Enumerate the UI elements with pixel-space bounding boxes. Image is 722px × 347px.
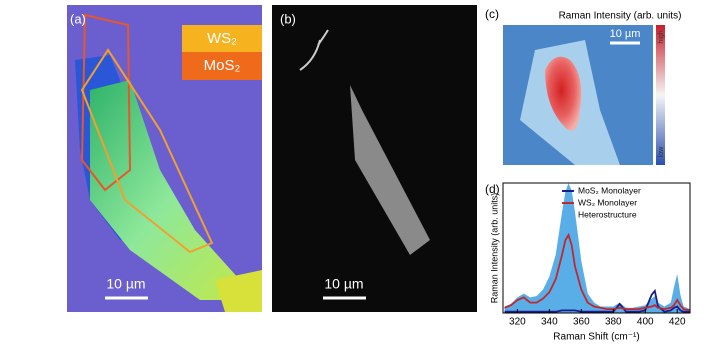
colorbar-label: high [658, 30, 665, 43]
legend-label: Heterostructure [578, 209, 637, 219]
panel-c: (c) Raman Intensity (arb. units) 10 µm h… [485, 7, 681, 165]
ws2-outline [80, 48, 214, 254]
y-axis-label: Raman Intensity (arb. units) [489, 193, 499, 304]
flake-yellow [215, 270, 262, 312]
scale-label: 10 µm [610, 28, 641, 40]
colorbar-label: low [658, 146, 665, 157]
line [504, 232, 691, 312]
legend-label: MoS₂ [204, 57, 241, 74]
map-title: Raman Intensity (arb. units) [559, 11, 682, 22]
x-tick-label: 420 [669, 317, 686, 328]
panel-a: WS₂ MoS₂ (a) 10 µm [67, 5, 262, 312]
plot-frame [502, 182, 691, 314]
panel-label: (b) [280, 11, 296, 26]
scale-label: 10 µm [324, 276, 363, 292]
x-tick-label: 400 [637, 317, 654, 328]
flake [350, 85, 430, 255]
scale-label: 10 µm [106, 276, 145, 292]
flake-green [90, 80, 262, 300]
x-axis-label: Raman Shift (cm⁻¹) [553, 332, 639, 343]
edge-feature [299, 29, 329, 71]
x-tick-label: 360 [573, 317, 590, 328]
colorbar [656, 25, 665, 165]
panel-label: (d) [485, 182, 500, 196]
x-tick-label: 380 [605, 317, 622, 328]
legend-swatch [562, 211, 574, 219]
legend-label: MoS₂ Monolayer [578, 185, 641, 195]
panel-label: (c) [485, 7, 499, 21]
x-tick-label: 320 [509, 317, 526, 328]
panel-d: (d) 320 340 360 380 400 420 Raman Shift (cm⁻¹) R… [485, 182, 691, 343]
area [504, 183, 690, 313]
legend-label: WS₂ [207, 30, 237, 47]
legend-mos2 [182, 52, 262, 80]
legend-ws2 [182, 25, 262, 52]
map-hotspot [545, 56, 582, 131]
panel-label: (a) [70, 11, 86, 26]
x-tick-label: 340 [541, 317, 558, 328]
legend-label: WS₂ Monolayer [578, 197, 637, 207]
line [504, 288, 690, 313]
panel-b: (b) 10 µm [272, 5, 477, 312]
